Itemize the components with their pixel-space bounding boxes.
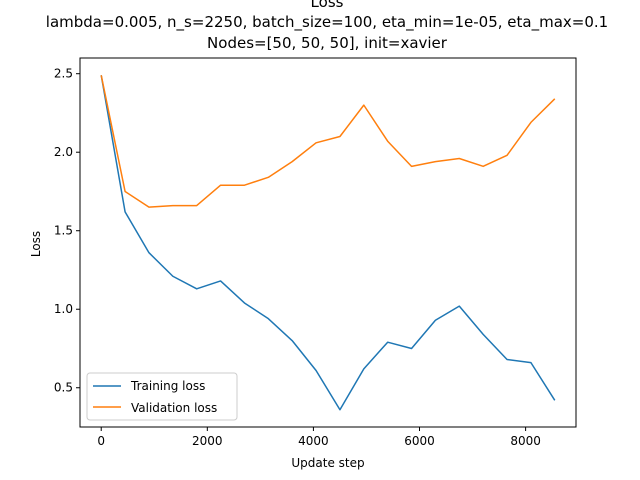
chart-title-line-1: Loss xyxy=(311,0,344,11)
x-tick-label: 8000 xyxy=(510,434,541,448)
x-tick-label: 6000 xyxy=(404,434,435,448)
y-tick-label: 1.0 xyxy=(54,302,73,316)
legend-label-training: Training loss xyxy=(130,379,205,393)
y-axis-label: Loss xyxy=(29,231,43,257)
x-tick-label: 4000 xyxy=(298,434,329,448)
chart-title-line-3: Nodes=[50, 50, 50], init=xavier xyxy=(207,34,448,52)
chart-title-line-2: lambda=0.005, n_s=2250, batch_size=100, … xyxy=(46,13,608,32)
legend-label-validation: Validation loss xyxy=(131,401,217,415)
plot-frame xyxy=(79,57,577,428)
x-tick-label: 0 xyxy=(97,434,105,448)
validation-loss-line xyxy=(100,75,556,208)
training-loss-line xyxy=(100,75,556,411)
x-axis-label: Update step xyxy=(291,456,364,470)
legend: Training loss Validation loss xyxy=(86,372,238,421)
plot-area: 0 2000 4000 6000 8000 0.5 1.0 1.5 2.0 2.5 xyxy=(54,67,556,448)
y-tick-label: 2.5 xyxy=(54,67,73,81)
x-tick-label: 2000 xyxy=(192,434,223,448)
y-tick-label: 1.5 xyxy=(54,224,73,238)
legend-box xyxy=(86,372,238,421)
y-tick-label: 0.5 xyxy=(54,381,73,395)
y-tick-label: 2.0 xyxy=(54,145,73,159)
